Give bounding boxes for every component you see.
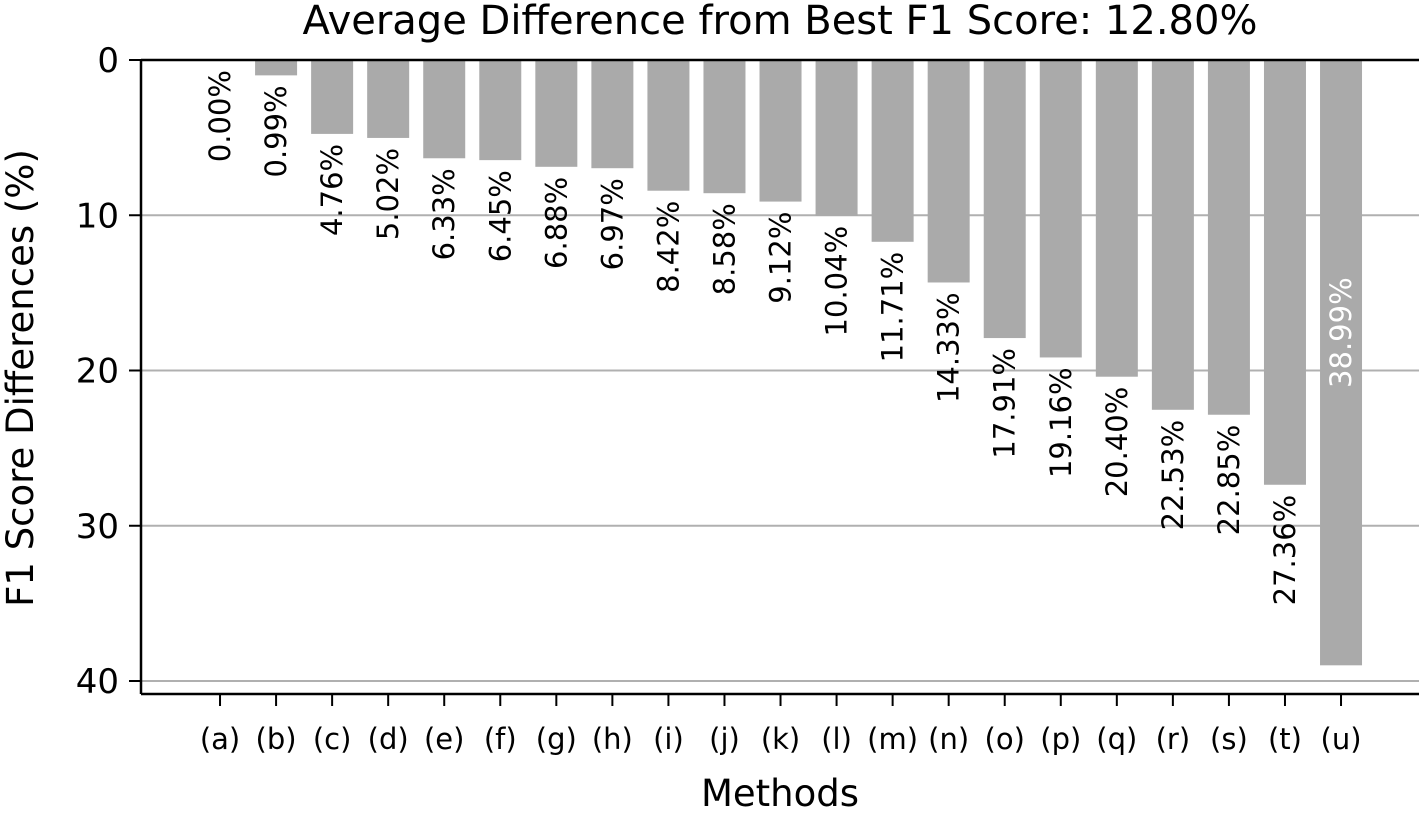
x-tick-label-0: (a)	[200, 722, 240, 756]
bar-10	[759, 60, 802, 202]
value-label-7: 6.97%	[595, 178, 629, 270]
y-tick-label-3: 30	[76, 507, 119, 547]
x-tick-label-20: (u)	[1321, 722, 1362, 756]
value-label-5: 6.45%	[483, 170, 517, 262]
chart-title: Average Difference from Best F1 Score: 1…	[303, 0, 1258, 44]
value-label-6: 6.88%	[539, 177, 573, 269]
value-label-12: 11.71%	[876, 252, 910, 363]
bar-9	[703, 60, 746, 194]
value-label-8: 8.42%	[651, 201, 685, 293]
value-label-13: 14.33%	[932, 292, 966, 403]
bar-2	[311, 60, 354, 134]
x-tick-label-5: (f)	[484, 722, 517, 756]
bar-4	[423, 60, 466, 159]
bar-13	[927, 60, 970, 283]
bar-12	[871, 60, 914, 242]
bar-6	[535, 60, 578, 167]
bar-3	[367, 60, 410, 138]
x-tick-label-4: (e)	[424, 722, 464, 756]
value-label-14: 17.91%	[988, 348, 1022, 459]
bar-5	[479, 60, 522, 161]
value-label-16: 20.40%	[1100, 387, 1134, 498]
value-label-4: 6.33%	[427, 168, 461, 260]
x-tick-label-16: (q)	[1096, 722, 1137, 756]
x-tick-label-17: (r)	[1156, 722, 1191, 756]
x-tick-label-19: (t)	[1268, 722, 1302, 756]
value-label-10: 9.12%	[764, 212, 798, 304]
y-tick-label-4: 40	[76, 662, 119, 702]
x-tick-label-10: (k)	[761, 722, 800, 756]
x-tick-label-9: (j)	[709, 722, 740, 756]
bar-18	[1207, 60, 1250, 415]
bar-11	[815, 60, 858, 216]
bar-7	[591, 60, 634, 169]
value-label-17: 22.53%	[1156, 420, 1190, 531]
x-tick-label-3: (d)	[368, 722, 409, 756]
x-tick-label-1: (b)	[256, 722, 297, 756]
y-tick-label-0: 0	[97, 41, 119, 81]
value-label-1: 0.99%	[259, 85, 293, 177]
value-label-20: 38.99%	[1324, 277, 1358, 388]
value-label-19: 27.36%	[1268, 495, 1302, 606]
x-tick-label-15: (p)	[1040, 722, 1081, 756]
x-tick-label-2: (c)	[313, 722, 352, 756]
y-tick-label-2: 20	[76, 352, 119, 392]
bar-17	[1151, 60, 1194, 410]
x-tick-label-12: (m)	[867, 722, 918, 756]
x-tick-label-18: (s)	[1210, 722, 1248, 756]
axes: 0 10 20 30 40 (a) (b) (c) (d) (e) (f) (g) (h) (i) (j) (…	[76, 41, 1419, 756]
bar-1	[255, 60, 298, 76]
y-axis-label: F1 Score Differences (%)	[0, 149, 42, 607]
x-tick-label-8: (i)	[653, 722, 684, 756]
x-tick-label-7: (h)	[592, 722, 633, 756]
x-tick-label-6: (g)	[536, 722, 577, 756]
x-tick-label-14: (o)	[985, 722, 1025, 756]
value-label-18: 22.85%	[1212, 425, 1246, 536]
bar-16	[1095, 60, 1138, 377]
bar-20	[1320, 60, 1363, 666]
x-axis-label: Methods	[701, 772, 859, 815]
bar-19	[1263, 60, 1306, 485]
value-label-3: 5.02%	[371, 148, 405, 240]
bar-value-labels: 0.00% 0.99% 4.76% 5.02% 6.33% 6.45% 6.88% 6.97%…	[203, 70, 1358, 605]
bar-8	[647, 60, 690, 191]
value-label-11: 10.04%	[820, 226, 854, 337]
value-label-15: 19.16%	[1044, 367, 1078, 478]
value-label-0: 0.00%	[203, 70, 237, 162]
x-tick-label-11: (l)	[821, 722, 852, 756]
bar-14	[983, 60, 1026, 339]
x-tick-label-13: (n)	[928, 722, 969, 756]
value-label-9: 8.58%	[707, 203, 741, 295]
value-label-2: 4.76%	[315, 144, 349, 236]
bar-15	[1039, 60, 1082, 358]
y-tick-label-1: 10	[76, 196, 119, 236]
bars	[255, 60, 1363, 666]
